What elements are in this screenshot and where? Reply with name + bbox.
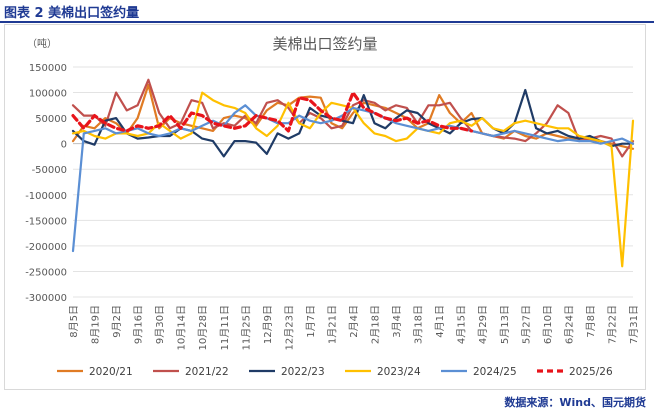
y-tick-label: 100000 xyxy=(29,89,67,100)
figure-caption: 图表 2 美棉出口签约量 xyxy=(4,6,140,21)
y-tick-label: 50000 xyxy=(35,114,67,125)
x-tick-label: 5月13日 xyxy=(499,305,511,344)
x-tick-label: 7月8日 xyxy=(585,305,597,338)
caption-divider xyxy=(0,21,654,23)
x-tick-label: 6月24日 xyxy=(563,305,575,344)
x-tick-label: 9月2日 xyxy=(111,305,123,338)
legend-label: 2021/22 xyxy=(185,366,229,378)
x-tick-label: 9月30日 xyxy=(154,305,166,344)
x-tick-label: 2月4日 xyxy=(348,305,360,338)
x-tick-label: 12月23日 xyxy=(283,305,295,350)
legend-label: 2024/25 xyxy=(473,366,517,378)
x-tick-label: 11月25日 xyxy=(240,305,252,350)
y-tick-label: 0 xyxy=(61,140,67,151)
y-tick-label: -150000 xyxy=(25,216,67,227)
y-tick-label: -200000 xyxy=(25,242,67,253)
chart-title: 美棉出口签约量 xyxy=(272,35,377,53)
y-tick-label: -50000 xyxy=(32,165,67,176)
x-tick-label: 6月10日 xyxy=(542,305,554,344)
line-chart: 美棉出口签约量 （吨） 150000 100000 50000 0 -50000 -100… xyxy=(25,35,640,378)
gridlines xyxy=(73,66,633,298)
x-tick-label: 8月19日 xyxy=(90,305,102,344)
legend-label: 2025/26 xyxy=(569,366,613,378)
y-tick-label: -250000 xyxy=(25,267,67,278)
x-tick-label: 1月7日 xyxy=(305,305,317,338)
x-tick-label: 7月31日 xyxy=(628,305,640,344)
x-tick-label: 7月22日 xyxy=(606,305,618,344)
x-tick-label: 2月18日 xyxy=(370,305,382,344)
y-tick-label: 150000 xyxy=(29,63,67,74)
x-tick-label: 10月28日 xyxy=(197,305,209,350)
x-tick-label: 3月18日 xyxy=(413,305,425,344)
x-axis-ticks: 8月5日 8月19日 9月2日 9月16日 9月30日 10月14日 10月28日 11月11… xyxy=(68,305,640,350)
x-tick-label: 4月15日 xyxy=(456,305,468,344)
x-tick-label: 12月9日 xyxy=(262,305,274,344)
x-tick-label: 3月4日 xyxy=(391,305,403,338)
x-tick-label: 9月16日 xyxy=(133,305,145,344)
chart-frame: 美棉出口签约量 （吨） 150000 100000 50000 0 -50000 -100… xyxy=(4,24,646,390)
y-tick-label: -300000 xyxy=(25,293,67,304)
legend-label: 2023/24 xyxy=(377,366,421,378)
series-line-2025-26 xyxy=(71,90,474,133)
x-tick-label: 4月29日 xyxy=(477,305,489,344)
y-axis-unit: （吨） xyxy=(27,37,57,50)
series-line-2024-25 xyxy=(71,104,635,253)
series-line-2022-23 xyxy=(71,88,635,158)
series-lines xyxy=(71,78,635,268)
y-tick-label: -100000 xyxy=(25,191,67,202)
source-note: 数据来源：Wind、国元期货 xyxy=(504,396,646,409)
x-tick-label: 10月14日 xyxy=(176,305,188,350)
legend: 2020/21 2021/22 2022/23 2023/24 2024/25 2025/… xyxy=(57,366,613,378)
y-axis-ticks: 150000 100000 50000 0 -50000 -100000 -150000 -2… xyxy=(25,63,67,304)
x-tick-label: 4月1日 xyxy=(434,305,446,338)
x-tick-label: 5月27日 xyxy=(520,305,532,344)
x-tick-label: 8月5日 xyxy=(68,305,80,338)
x-tick-label: 11月11日 xyxy=(219,305,231,350)
legend-label: 2020/21 xyxy=(89,366,133,378)
legend-label: 2022/23 xyxy=(281,366,325,378)
x-tick-label: 1月21日 xyxy=(326,305,338,344)
